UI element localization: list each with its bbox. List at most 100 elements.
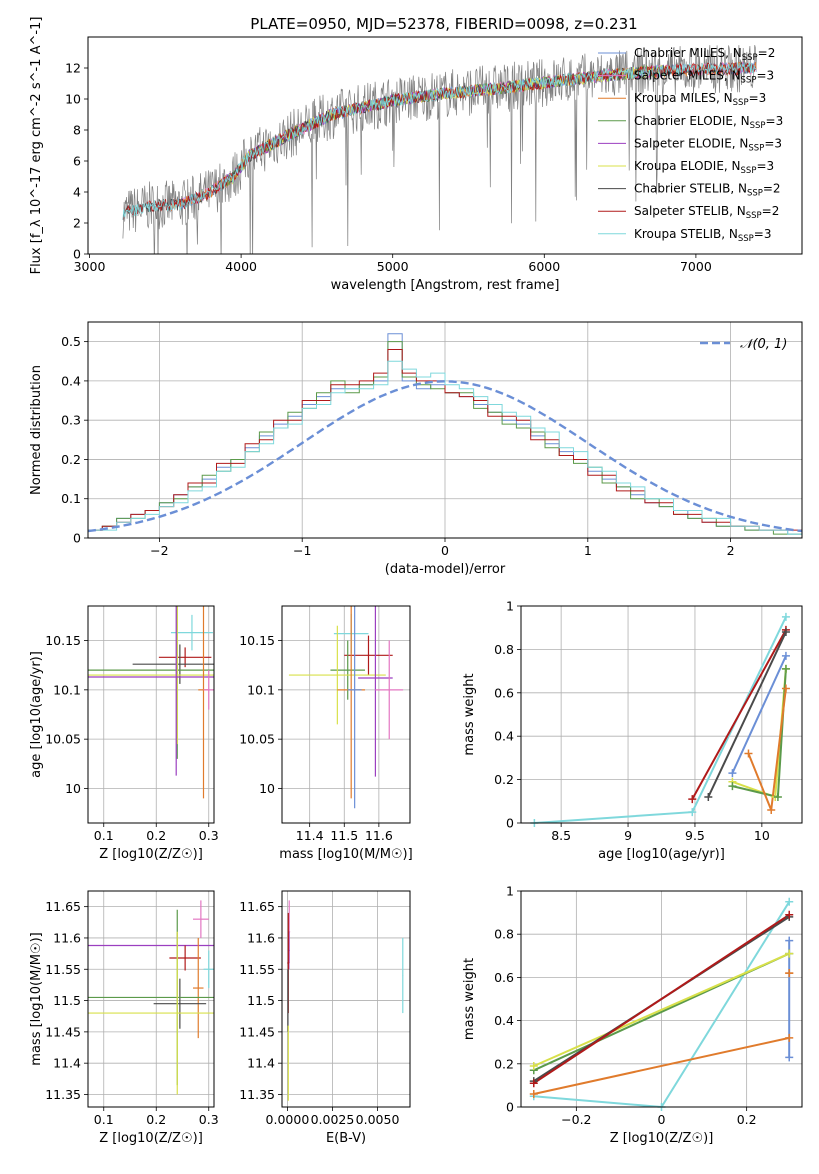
legend-label-tail: =3 bbox=[754, 227, 772, 241]
legend-label-sub: SSP bbox=[742, 53, 758, 63]
weight-vs-Z-series-line bbox=[533, 901, 791, 1107]
weight-vs-Z-frame bbox=[520, 890, 803, 1108]
residual-hist-ytick-label: 0.4 bbox=[61, 373, 81, 388]
legend-label-text: Kroupa MILES, N bbox=[634, 91, 733, 105]
weight-vs-age-series-marker bbox=[704, 792, 713, 801]
age-vs-Z-ytick-label: 10.15 bbox=[45, 633, 81, 648]
weight-vs-Z-plot-area bbox=[533, 901, 791, 1107]
spectrum-frame bbox=[87, 36, 803, 255]
weight-vs-age-frame bbox=[520, 605, 803, 824]
spectrum-axes: 3000 4000 5000 6000 7000 0 2 4 6 8 10 12 wavelength … bbox=[29, 17, 803, 293]
age-vs-Z-xtick-label: 0.1 bbox=[94, 828, 114, 843]
weight-vs-Z-axes: −0.2 0 0.2 0 0.2 0.4 0.6 0.8 1 Z [log10(Z/Z☉)] mas… bbox=[462, 884, 803, 1146]
weight-vs-Z-series-marker bbox=[785, 936, 794, 945]
weight-vs-age-ytick-label: 0.6 bbox=[494, 685, 514, 700]
legend-label-text: Chabrier MILES, N bbox=[634, 46, 742, 60]
legend-label-tail: =3 bbox=[749, 91, 767, 105]
age-vs-mass-plot-area bbox=[288, 606, 404, 809]
legend-label-sub: SSP bbox=[741, 76, 757, 86]
mass-vs-ebv-xtick-label: 0.0000 bbox=[266, 1112, 310, 1127]
weight-vs-age-ytick-label: 0.2 bbox=[494, 772, 514, 787]
spectrum-xtick-label: 5000 bbox=[377, 259, 409, 274]
legend-label-sub: SSP bbox=[733, 98, 749, 108]
residual-hist-xtick-label: −1 bbox=[293, 543, 311, 558]
spectrum-xtick-label: 6000 bbox=[528, 259, 560, 274]
residual-hist-ytick-label: 0.2 bbox=[61, 452, 81, 467]
weight-vs-Z-series-marker bbox=[785, 949, 794, 958]
weight-vs-age-series-marker bbox=[781, 628, 790, 637]
spectrum-ytick-label: 2 bbox=[73, 216, 81, 231]
weight-vs-Z-series-line bbox=[533, 1036, 790, 1095]
residual-hist-legend-label: 𝒩(0, 1) bbox=[740, 337, 787, 352]
spectrum-legend-label: Salpeter MILES, NSSP=3 bbox=[634, 69, 774, 86]
mass-vs-Z-ytick-label: 11.5 bbox=[53, 993, 81, 1008]
weight-vs-age-series-marker bbox=[781, 664, 790, 673]
weight-vs-age-series-marker bbox=[744, 749, 753, 758]
legend-label-tail: =2 bbox=[758, 46, 776, 60]
spectrum-xtick-label: 7000 bbox=[680, 259, 712, 274]
spectrum-ytick-label: 12 bbox=[65, 61, 81, 76]
weight-vs-Z-series-marker bbox=[785, 897, 794, 906]
spectrum-ylabel: Flux [f_λ 10^-17 erg cm^-2 s^-1 A^-1] bbox=[29, 17, 44, 275]
mass-vs-Z-ylabel: mass [log10(M/M☉)] bbox=[29, 932, 44, 1065]
mass-vs-ebv-plot-area bbox=[287, 900, 404, 1101]
mass-vs-ebv-ytick-label: 11.5 bbox=[247, 993, 275, 1008]
weight-vs-age-series-marker bbox=[688, 795, 697, 804]
weight-vs-age-ytick-label: 1 bbox=[506, 599, 514, 614]
weight-vs-Z-ytick-label: 0 bbox=[506, 1100, 514, 1115]
age-vs-Z-ytick-label: 10 bbox=[65, 781, 81, 796]
spectrum-model-line bbox=[122, 62, 757, 220]
spectrum-ytick-label: 8 bbox=[73, 123, 81, 138]
weight-vs-Z-series-line bbox=[533, 913, 790, 1085]
age-vs-Z-xlabel: Z [log10(Z/Z☉)] bbox=[99, 847, 203, 862]
mass-vs-ebv-axes: 0.0000 0.0025 0.0050 11.35 11.4 11.45 11.5 11.5… bbox=[239, 890, 411, 1146]
weight-vs-Z-series-marker bbox=[529, 1079, 538, 1088]
mass-vs-ebv-ytick-label: 11.45 bbox=[239, 1024, 275, 1039]
mass-vs-Z-ytick-label: 11.55 bbox=[45, 962, 81, 977]
mass-vs-Z-axes: 0.1 0.2 0.3 11.35 11.4 11.45 11.5 11.55 11.6 11.6… bbox=[29, 890, 219, 1146]
mass-vs-Z-xtick-label: 0.2 bbox=[146, 1112, 166, 1127]
age-vs-mass-frame bbox=[281, 605, 411, 824]
residual-hist-xtick-label: 0 bbox=[441, 543, 449, 558]
mass-vs-ebv-xtick-label: 0.0050 bbox=[356, 1112, 400, 1127]
weight-vs-age-series-line bbox=[534, 616, 787, 823]
residual-hist-frame bbox=[87, 321, 803, 539]
weight-vs-Z-ytick-label: 0.6 bbox=[494, 970, 514, 985]
mass-vs-Z-xtick-label: 0.3 bbox=[199, 1112, 219, 1127]
age-vs-Z-xtick-label: 0.3 bbox=[199, 828, 219, 843]
weight-vs-age-series-line bbox=[731, 655, 787, 774]
legend-label-sub: SSP bbox=[750, 121, 766, 131]
weight-vs-age-ytick-label: 0.4 bbox=[494, 729, 514, 744]
age-vs-Z-ytick-label: 10.05 bbox=[45, 732, 81, 747]
mass-vs-Z-xtick-label: 0.1 bbox=[94, 1112, 114, 1127]
spectrum-legend-label: Salpeter ELODIE, NSSP=3 bbox=[634, 136, 782, 153]
residual-hist-step bbox=[88, 341, 802, 535]
spectrum-legend-label: Chabrier MILES, NSSP=2 bbox=[634, 46, 775, 63]
mass-vs-Z-plot-area bbox=[88, 900, 214, 1095]
spectrum-ytick-label: 6 bbox=[73, 154, 81, 169]
legend-label-text: Kroupa STELIB, N bbox=[634, 227, 738, 241]
weight-vs-Z-xtick-label: 0.2 bbox=[737, 1112, 757, 1127]
age-vs-mass-ytick-label: 10.1 bbox=[247, 682, 275, 697]
weight-vs-Z-ytick-label: 1 bbox=[506, 884, 514, 899]
residual-hist-step bbox=[88, 360, 802, 535]
age-vs-Z-xtick-label: 0.2 bbox=[146, 828, 166, 843]
spectrum-model-line bbox=[122, 62, 757, 221]
legend-label-tail: =2 bbox=[762, 204, 780, 218]
weight-vs-age-series-marker bbox=[767, 805, 776, 814]
mass-vs-Z-ytick-label: 11.45 bbox=[45, 1024, 81, 1039]
mass-vs-Z-ytick-label: 11.35 bbox=[45, 1087, 81, 1102]
residual-hist-xtick-label: 1 bbox=[584, 543, 592, 558]
weight-vs-Z-series-marker bbox=[529, 1061, 538, 1070]
weight-vs-age-xtick-label: 8.5 bbox=[551, 828, 571, 843]
mass-vs-ebv-ytick-label: 11.4 bbox=[247, 1056, 275, 1071]
mass-vs-Z-ytick-label: 11.65 bbox=[45, 899, 81, 914]
age-vs-mass-ytick-label: 10.15 bbox=[239, 633, 275, 648]
residual-hist-xlabel: (data-model)/error bbox=[385, 562, 506, 577]
age-vs-Z-ylabel: age [log10(age/yr)] bbox=[29, 651, 44, 778]
weight-vs-age-series-marker bbox=[728, 782, 737, 791]
normal-curve bbox=[88, 380, 802, 533]
legend-label-tail: =3 bbox=[756, 69, 774, 83]
spectrum-legend-label: Kroupa ELODIE, NSSP=3 bbox=[634, 159, 774, 176]
residual-hist-step bbox=[88, 349, 802, 531]
